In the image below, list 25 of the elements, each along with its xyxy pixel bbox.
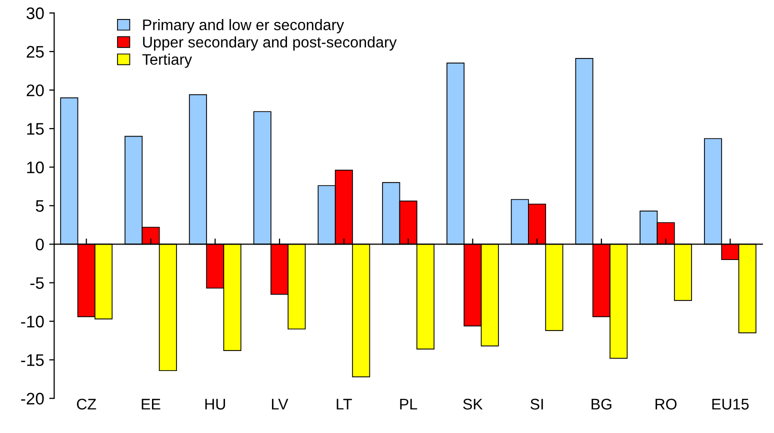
legend-label: Primary and low er secondary	[143, 19, 344, 34]
x-tick-label: LV	[272, 398, 288, 410]
x-tick-label: SK	[463, 398, 483, 410]
y-tick-label: 10	[27, 162, 44, 174]
legend-label: Tertiary	[142, 54, 192, 68]
y-tick-label: 20	[26, 84, 44, 96]
y-tick-label: -20	[21, 392, 44, 405]
y-tick-label: 0	[36, 238, 44, 250]
y-tick-label: 30	[26, 7, 44, 20]
x-tick-label: EE	[142, 398, 160, 410]
x-tick-label: SI	[530, 398, 543, 410]
legend-label: Upper secondary and post-secondary	[143, 36, 397, 51]
x-tick-label: LT	[336, 398, 352, 410]
y-tick-label: -10	[21, 316, 44, 328]
x-tick-label: PL	[400, 398, 418, 410]
x-tick-label: BG	[592, 398, 612, 410]
y-tick-label: -5	[30, 277, 44, 289]
x-tick-label: RO	[656, 398, 677, 410]
x-tick-label: EU15	[712, 398, 749, 410]
y-tick-label: 5	[36, 200, 44, 212]
x-tick-label: HU	[205, 398, 225, 410]
x-tick-label: CZ	[76, 398, 96, 410]
y-tick-label: 15	[27, 123, 44, 135]
y-tick-label: 25	[26, 46, 44, 58]
y-tick-label: -15	[21, 354, 44, 366]
